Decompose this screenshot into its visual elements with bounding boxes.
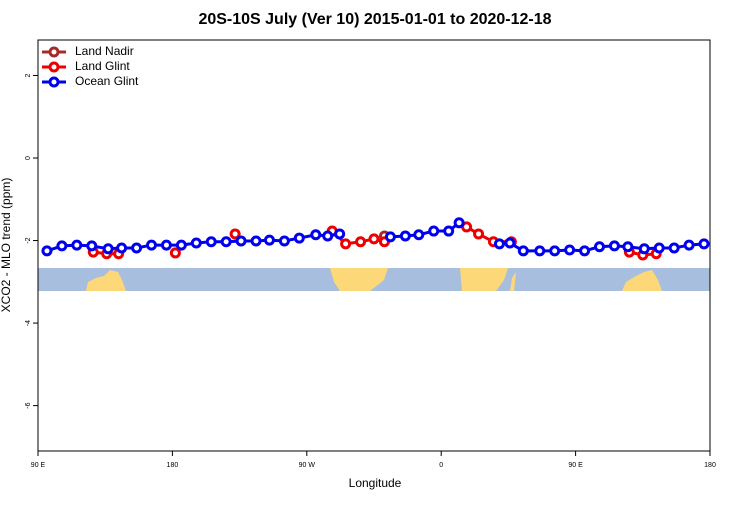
point	[145, 239, 157, 251]
x-tick-label: 180	[167, 462, 179, 469]
point	[443, 225, 455, 237]
land-shape	[330, 268, 388, 291]
point	[160, 239, 172, 251]
y-tick-label: 0	[25, 156, 32, 160]
legend-marker	[48, 46, 60, 58]
point	[622, 241, 634, 253]
point	[564, 244, 576, 256]
point	[263, 234, 275, 246]
land-shape	[510, 272, 516, 291]
point	[71, 239, 83, 251]
point	[41, 245, 53, 257]
legend-marker	[48, 76, 60, 88]
point	[355, 236, 367, 248]
y-tick-label: 2	[25, 73, 32, 77]
point	[399, 230, 411, 242]
x-tick-label: 90 W	[299, 462, 316, 469]
point	[220, 236, 232, 248]
point	[310, 229, 322, 241]
point	[473, 228, 485, 240]
land-shape	[86, 270, 126, 291]
point	[608, 240, 620, 252]
land-shape	[622, 270, 662, 291]
plot-frame	[37, 39, 711, 452]
x-tick-label: 180	[704, 462, 716, 469]
point	[235, 235, 247, 247]
point	[384, 231, 396, 243]
point	[517, 245, 529, 257]
point	[493, 238, 505, 250]
legend-label: Land Glint	[75, 59, 130, 73]
point	[534, 245, 546, 257]
point	[453, 217, 465, 229]
point	[334, 228, 346, 240]
point	[668, 242, 680, 254]
point	[293, 232, 305, 244]
legend-label: Land Nadir	[75, 44, 134, 58]
land-shape	[460, 268, 508, 291]
point	[250, 235, 262, 247]
point	[229, 228, 241, 240]
point	[593, 241, 605, 253]
point	[653, 242, 665, 254]
x-axis-label: Longitude	[349, 476, 402, 490]
point	[190, 237, 202, 249]
chart-title: 20S-10S July (Ver 10) 2015-01-01 to 2020…	[198, 11, 551, 28]
legend-marker	[48, 61, 60, 73]
point	[549, 245, 561, 257]
point	[683, 239, 695, 251]
point	[504, 237, 516, 249]
point	[131, 242, 143, 254]
point	[116, 242, 128, 254]
point	[278, 235, 290, 247]
x-tick-label: 0	[439, 462, 443, 469]
x-tick-label: 90 E	[31, 462, 46, 469]
point	[413, 229, 425, 241]
x-tick-label: 90 E	[568, 462, 583, 469]
map-strip	[38, 268, 710, 291]
point	[698, 238, 710, 250]
y-tick-label: -6	[25, 402, 32, 408]
point	[175, 239, 187, 251]
y-tick-label: -4	[25, 320, 32, 326]
point	[638, 243, 650, 255]
y-tick-label: -2	[25, 237, 32, 243]
point	[205, 236, 217, 248]
point	[340, 238, 352, 250]
point	[169, 247, 181, 259]
point	[579, 245, 591, 257]
point	[102, 243, 114, 255]
point	[428, 225, 440, 237]
point	[56, 240, 68, 252]
y-axis-label: XCO2 - MLO trend (ppm)	[0, 178, 13, 313]
point	[86, 240, 98, 252]
legend-label: Ocean Glint	[75, 74, 139, 88]
point	[322, 230, 334, 242]
point	[368, 233, 380, 245]
